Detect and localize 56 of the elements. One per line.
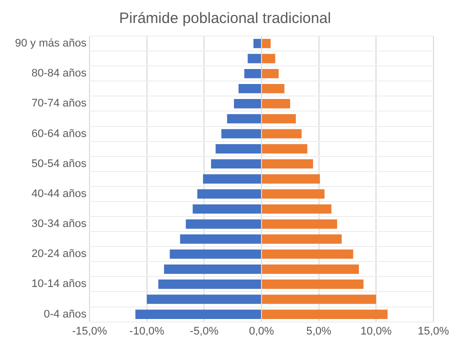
bar	[244, 68, 261, 78]
bar	[262, 204, 332, 214]
y-tick-label: 30-34 años	[31, 218, 88, 230]
bar	[186, 219, 261, 229]
x-tick-label: 0,0%	[248, 325, 274, 338]
bar	[164, 264, 261, 274]
bar	[262, 310, 388, 319]
bar	[262, 189, 325, 199]
bar	[262, 54, 276, 64]
bar	[262, 294, 376, 304]
bar	[170, 249, 261, 259]
bar	[262, 159, 314, 169]
bar	[262, 264, 359, 274]
bar	[262, 219, 338, 229]
bar	[146, 294, 261, 304]
bar	[234, 99, 261, 108]
bar	[262, 84, 284, 94]
bar	[221, 129, 261, 138]
bar	[262, 68, 279, 78]
bar	[211, 159, 261, 169]
bar	[135, 310, 261, 319]
bar	[262, 38, 271, 48]
bar	[203, 174, 261, 184]
y-tick-label: 40-44 años	[31, 188, 88, 200]
bar	[192, 204, 261, 214]
x-tick-label: 5,0%	[306, 325, 332, 338]
bar	[158, 280, 261, 289]
x-tick-label: 15,0%	[418, 325, 450, 338]
y-tick-label: 70-74 años	[31, 98, 88, 110]
bar	[227, 114, 261, 124]
chart-title: Pirámide poblacional tradicional	[119, 10, 331, 28]
bar	[262, 174, 320, 184]
bar	[253, 38, 261, 48]
bar	[248, 54, 261, 64]
bar	[197, 189, 261, 199]
bar	[238, 84, 261, 94]
bar	[262, 129, 302, 138]
bar	[180, 234, 261, 244]
bar	[262, 144, 308, 154]
x-tick-label: -10,0%	[129, 325, 164, 338]
bar	[262, 114, 296, 124]
bar	[262, 99, 290, 108]
y-tick-label: 20-24 años	[31, 248, 88, 260]
y-tick-label: 80-84 años	[31, 68, 88, 80]
bar	[262, 280, 364, 289]
x-tick-label: 10,0%	[360, 325, 392, 338]
y-tick-label: 60-64 años	[31, 128, 88, 140]
y-tick-label: 0-4 años	[44, 308, 88, 320]
bar	[216, 144, 261, 154]
bar	[262, 249, 354, 259]
bar	[262, 234, 342, 244]
y-tick-label: 10-14 años	[31, 278, 88, 290]
y-tick-label: 50-54 años	[31, 158, 88, 170]
x-tick-label: -15,0%	[72, 325, 108, 338]
y-tick-label: 90 y más años	[14, 38, 88, 50]
x-tick-label: -5,0%	[190, 325, 219, 338]
